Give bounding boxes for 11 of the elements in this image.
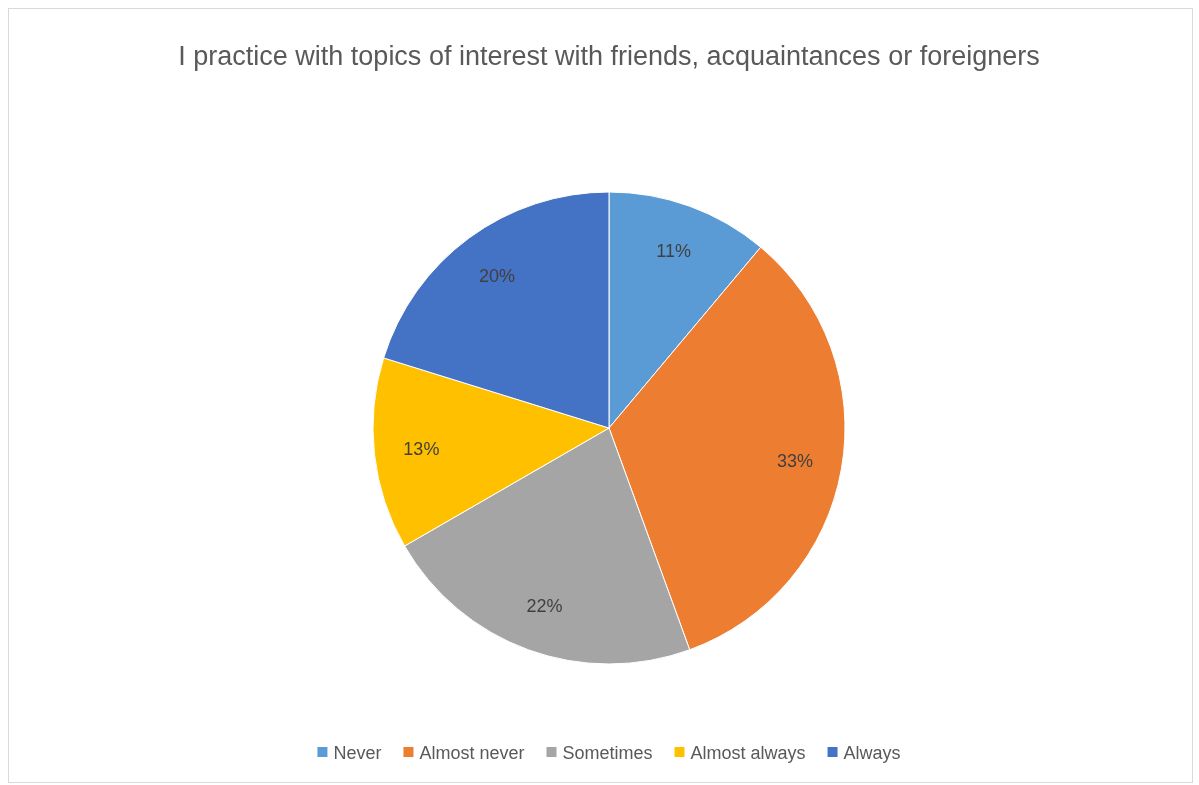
data-label: 22% xyxy=(526,595,563,616)
legend-label: Always xyxy=(843,743,901,764)
data-label: 33% xyxy=(776,451,813,472)
data-label: 11% xyxy=(656,240,691,261)
chart-title: I practice with topics of interest with friends, acquaintances or foreigners xyxy=(178,41,1040,71)
legend-label: Almost always xyxy=(690,743,806,764)
data-label: 20% xyxy=(479,266,516,287)
legend-label: Sometimes xyxy=(562,743,653,764)
data-label: 13% xyxy=(403,439,440,460)
legend-label: Never xyxy=(333,743,382,764)
legend-label: Almost never xyxy=(419,743,525,764)
